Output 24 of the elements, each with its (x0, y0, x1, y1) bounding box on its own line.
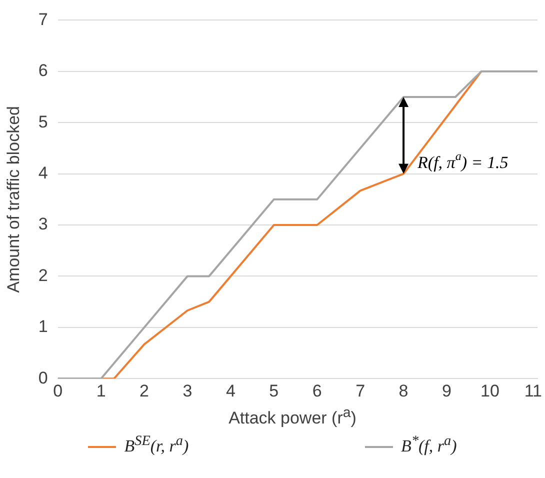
x-tick-label: 6 (312, 381, 322, 400)
x-tick-label: 5 (269, 381, 279, 400)
x-tick-label: 10 (480, 381, 500, 400)
y-tick-label: 5 (38, 112, 48, 132)
x-tick-label: 4 (226, 381, 236, 400)
x-axis-title: Attack power (r$^{a}$) (228, 405, 358, 429)
legend-label: B$^{*}$(f, r$^{a}$) (400, 432, 457, 456)
y-tick-label: 2 (38, 266, 48, 285)
y-tick-label: 3 (38, 214, 48, 234)
x-tick-label: 11 (524, 381, 542, 400)
legend-label: B$^{SE}$(r, r$^{a}$) (123, 432, 189, 456)
y-tick-label: 7 (38, 10, 48, 29)
y-tick-label: 1 (38, 317, 48, 336)
y-tick-label: 0 (38, 368, 48, 388)
x-tick-label: 9 (442, 381, 452, 400)
x-tick-label: 8 (398, 381, 408, 400)
x-tick-label: 7 (356, 381, 366, 400)
x-tick-label: 2 (140, 381, 150, 400)
y-tick-label: 4 (38, 163, 48, 182)
x-tick-label: 0 (53, 381, 63, 400)
x-tick-label: 3 (182, 381, 192, 400)
x-tick-label: 1 (96, 381, 106, 400)
y-axis-title: Amount of traffic blocked (4, 106, 23, 293)
y-tick-label: 6 (38, 61, 48, 80)
